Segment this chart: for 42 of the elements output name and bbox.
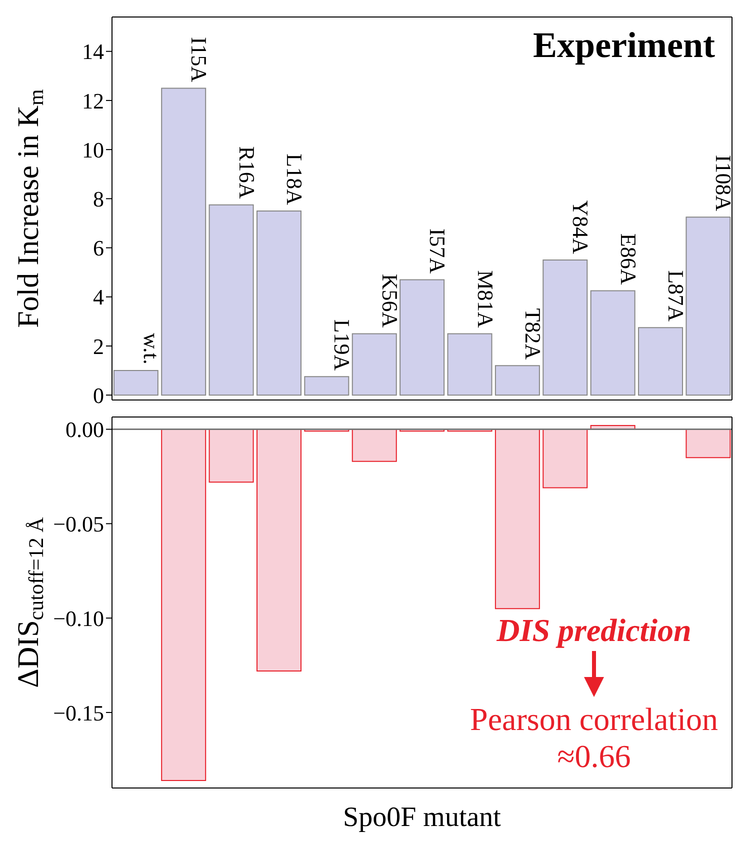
y-tick-label: 14 <box>82 39 104 64</box>
y-tick-label: 6 <box>93 236 104 261</box>
bar <box>542 260 588 396</box>
x-tick-label: I108A <box>711 154 736 212</box>
bar <box>638 327 684 396</box>
y-tick-label: 8 <box>93 186 104 212</box>
bar <box>256 210 302 396</box>
x-tick-label: K56A <box>377 274 402 328</box>
y-tick-label: 10 <box>82 137 104 162</box>
bar <box>686 216 731 396</box>
bar <box>352 333 397 396</box>
x-tick-label: R16A <box>234 146 260 199</box>
annotation: Experiment <box>533 24 715 66</box>
y-tick-label: −0.15 <box>53 700 104 726</box>
y-tick-label: −0.05 <box>53 511 104 536</box>
x-tick-label: E86A <box>616 233 641 285</box>
y-tick-label: 0.00 <box>66 417 104 442</box>
bar <box>113 370 158 396</box>
annotation: DIS prediction <box>496 612 692 649</box>
x-tick-label: I15A <box>186 36 212 82</box>
x-tick-label: I57A <box>425 228 450 274</box>
annotation: Pearson correlation ≈0.66 <box>469 701 719 775</box>
x-tick-label: L18A <box>282 154 307 206</box>
y-tick-label: −0.10 <box>53 606 104 631</box>
x-tick-label: L19A <box>330 319 355 371</box>
bar <box>304 376 350 396</box>
x-tick-label: L87A <box>664 270 689 322</box>
y-tick-label: 0 <box>93 382 104 408</box>
bar <box>208 204 254 396</box>
bar <box>494 365 540 396</box>
x-axis-title: Spo0F mutant <box>343 802 502 833</box>
x-tick-label: w.t. <box>138 332 164 365</box>
y-tick-label: 12 <box>82 88 104 114</box>
bar <box>161 88 206 396</box>
x-tick-label: M81A <box>472 270 498 328</box>
bar <box>447 333 492 396</box>
x-tick-label: T82A <box>520 308 546 360</box>
y-tick-label: 4 <box>93 284 104 310</box>
x-tick-label: Y84A <box>568 200 594 254</box>
bar <box>400 279 445 396</box>
bar <box>590 290 636 396</box>
y-tick-label: 2 <box>93 334 104 359</box>
